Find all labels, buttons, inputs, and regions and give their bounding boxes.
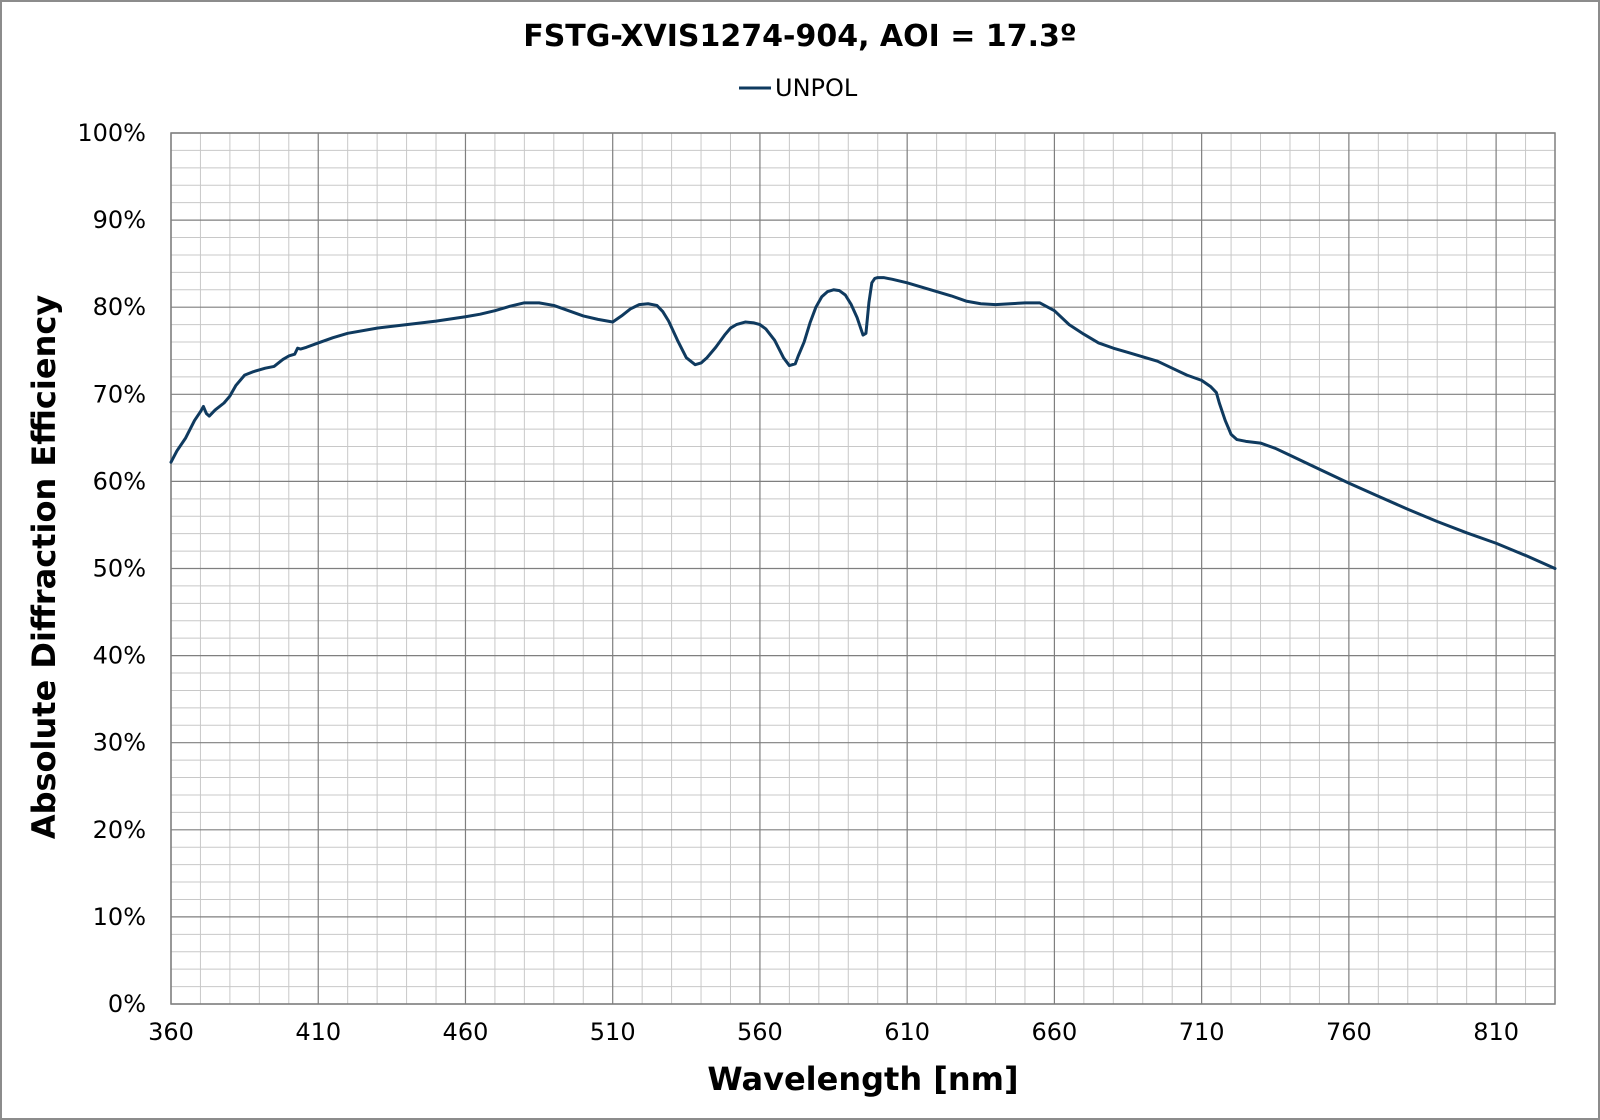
y-tick-label: 100% — [77, 119, 146, 147]
x-tick-label: 510 — [590, 1018, 636, 1046]
series-line-unpol — [169, 276, 1557, 570]
y-tick-label: 40% — [93, 642, 146, 670]
y-tick-label: 60% — [93, 467, 146, 495]
y-tick-label: 50% — [93, 555, 146, 583]
y-tick-label: 10% — [93, 903, 146, 931]
x-tick-label: 610 — [884, 1018, 930, 1046]
y-tick-label: 0% — [108, 990, 146, 1018]
x-tick-labels: 360 410 460 510 560 610 660 710 760 810 — [148, 1018, 1519, 1046]
y-tick-label: 20% — [93, 816, 146, 844]
x-tick-label: 410 — [295, 1018, 341, 1046]
x-tick-label: 360 — [148, 1018, 194, 1046]
legend: UNPOL — [739, 74, 858, 102]
x-tick-label: 760 — [1326, 1018, 1372, 1046]
grid-major — [170, 132, 1555, 1005]
legend-label-unpol: UNPOL — [775, 74, 858, 102]
x-tick-label: 560 — [737, 1018, 783, 1046]
y-tick-labels: 0% 10% 20% 30% 40% 50% 60% 70% 80% 90% 100% — [77, 119, 146, 1018]
y-axis-label: Absolute Diffraction Efficiency — [25, 295, 63, 840]
y-tick-label: 90% — [93, 206, 146, 234]
chart-title: FSTG-XVIS1274-904, AOI = 17.3º — [523, 19, 1077, 54]
y-tick-label: 80% — [93, 293, 146, 321]
x-tick-label: 660 — [1031, 1018, 1077, 1046]
x-tick-label: 460 — [443, 1018, 489, 1046]
y-tick-label: 70% — [93, 380, 146, 408]
y-tick-label: 30% — [93, 729, 146, 757]
x-tick-label: 810 — [1473, 1018, 1519, 1046]
x-tick-label: 710 — [1179, 1018, 1225, 1046]
x-axis-label: Wavelength [nm] — [707, 1060, 1018, 1098]
